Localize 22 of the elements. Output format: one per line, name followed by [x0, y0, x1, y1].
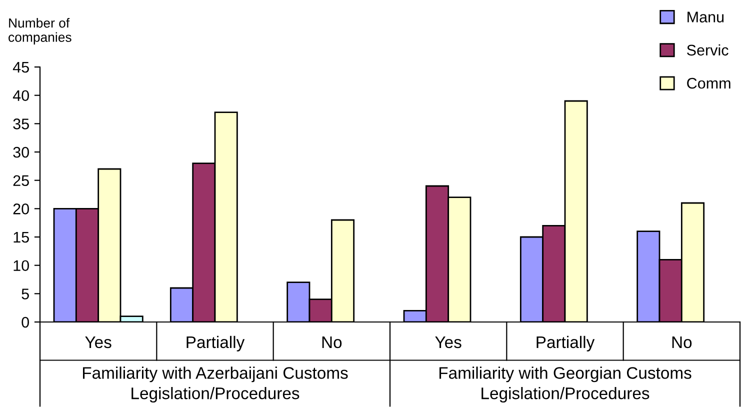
x-tick-label: No [322, 336, 342, 348]
y-tick-label: 15 [14, 232, 29, 243]
x-tick-label: Yes [85, 336, 112, 348]
y-tick-label: 5 [22, 288, 29, 300]
text: Familiarity with Azerbaijani Customs Legislation/Procedures [82, 366, 348, 403]
y-tick-label: 30 [13, 146, 29, 158]
y-tick-label: 45 [12, 62, 29, 73]
y-tick-label: 40 [12, 90, 29, 102]
y-tick-label: 25 [13, 175, 29, 186]
text: Familiarity with Georgian Customs Legislation/Procedures [439, 366, 692, 403]
y-tick-label: 20 [13, 204, 29, 214]
y-tick-label: 10 [14, 260, 29, 272]
x-tick-label: No [672, 336, 692, 348]
legend-label: Comm [687, 78, 730, 89]
x-tick-label: Partially [186, 336, 245, 352]
y-tick-label: 35 [13, 118, 29, 130]
y-axis-title: Number of companies [8, 18, 72, 45]
x-tick-label: Partially [536, 336, 595, 352]
x-tick-label: Yes [435, 336, 462, 348]
legend-label: Manu [688, 12, 724, 22]
y-tick-label: 0 [22, 316, 29, 328]
legend-label: Servic [687, 44, 728, 56]
